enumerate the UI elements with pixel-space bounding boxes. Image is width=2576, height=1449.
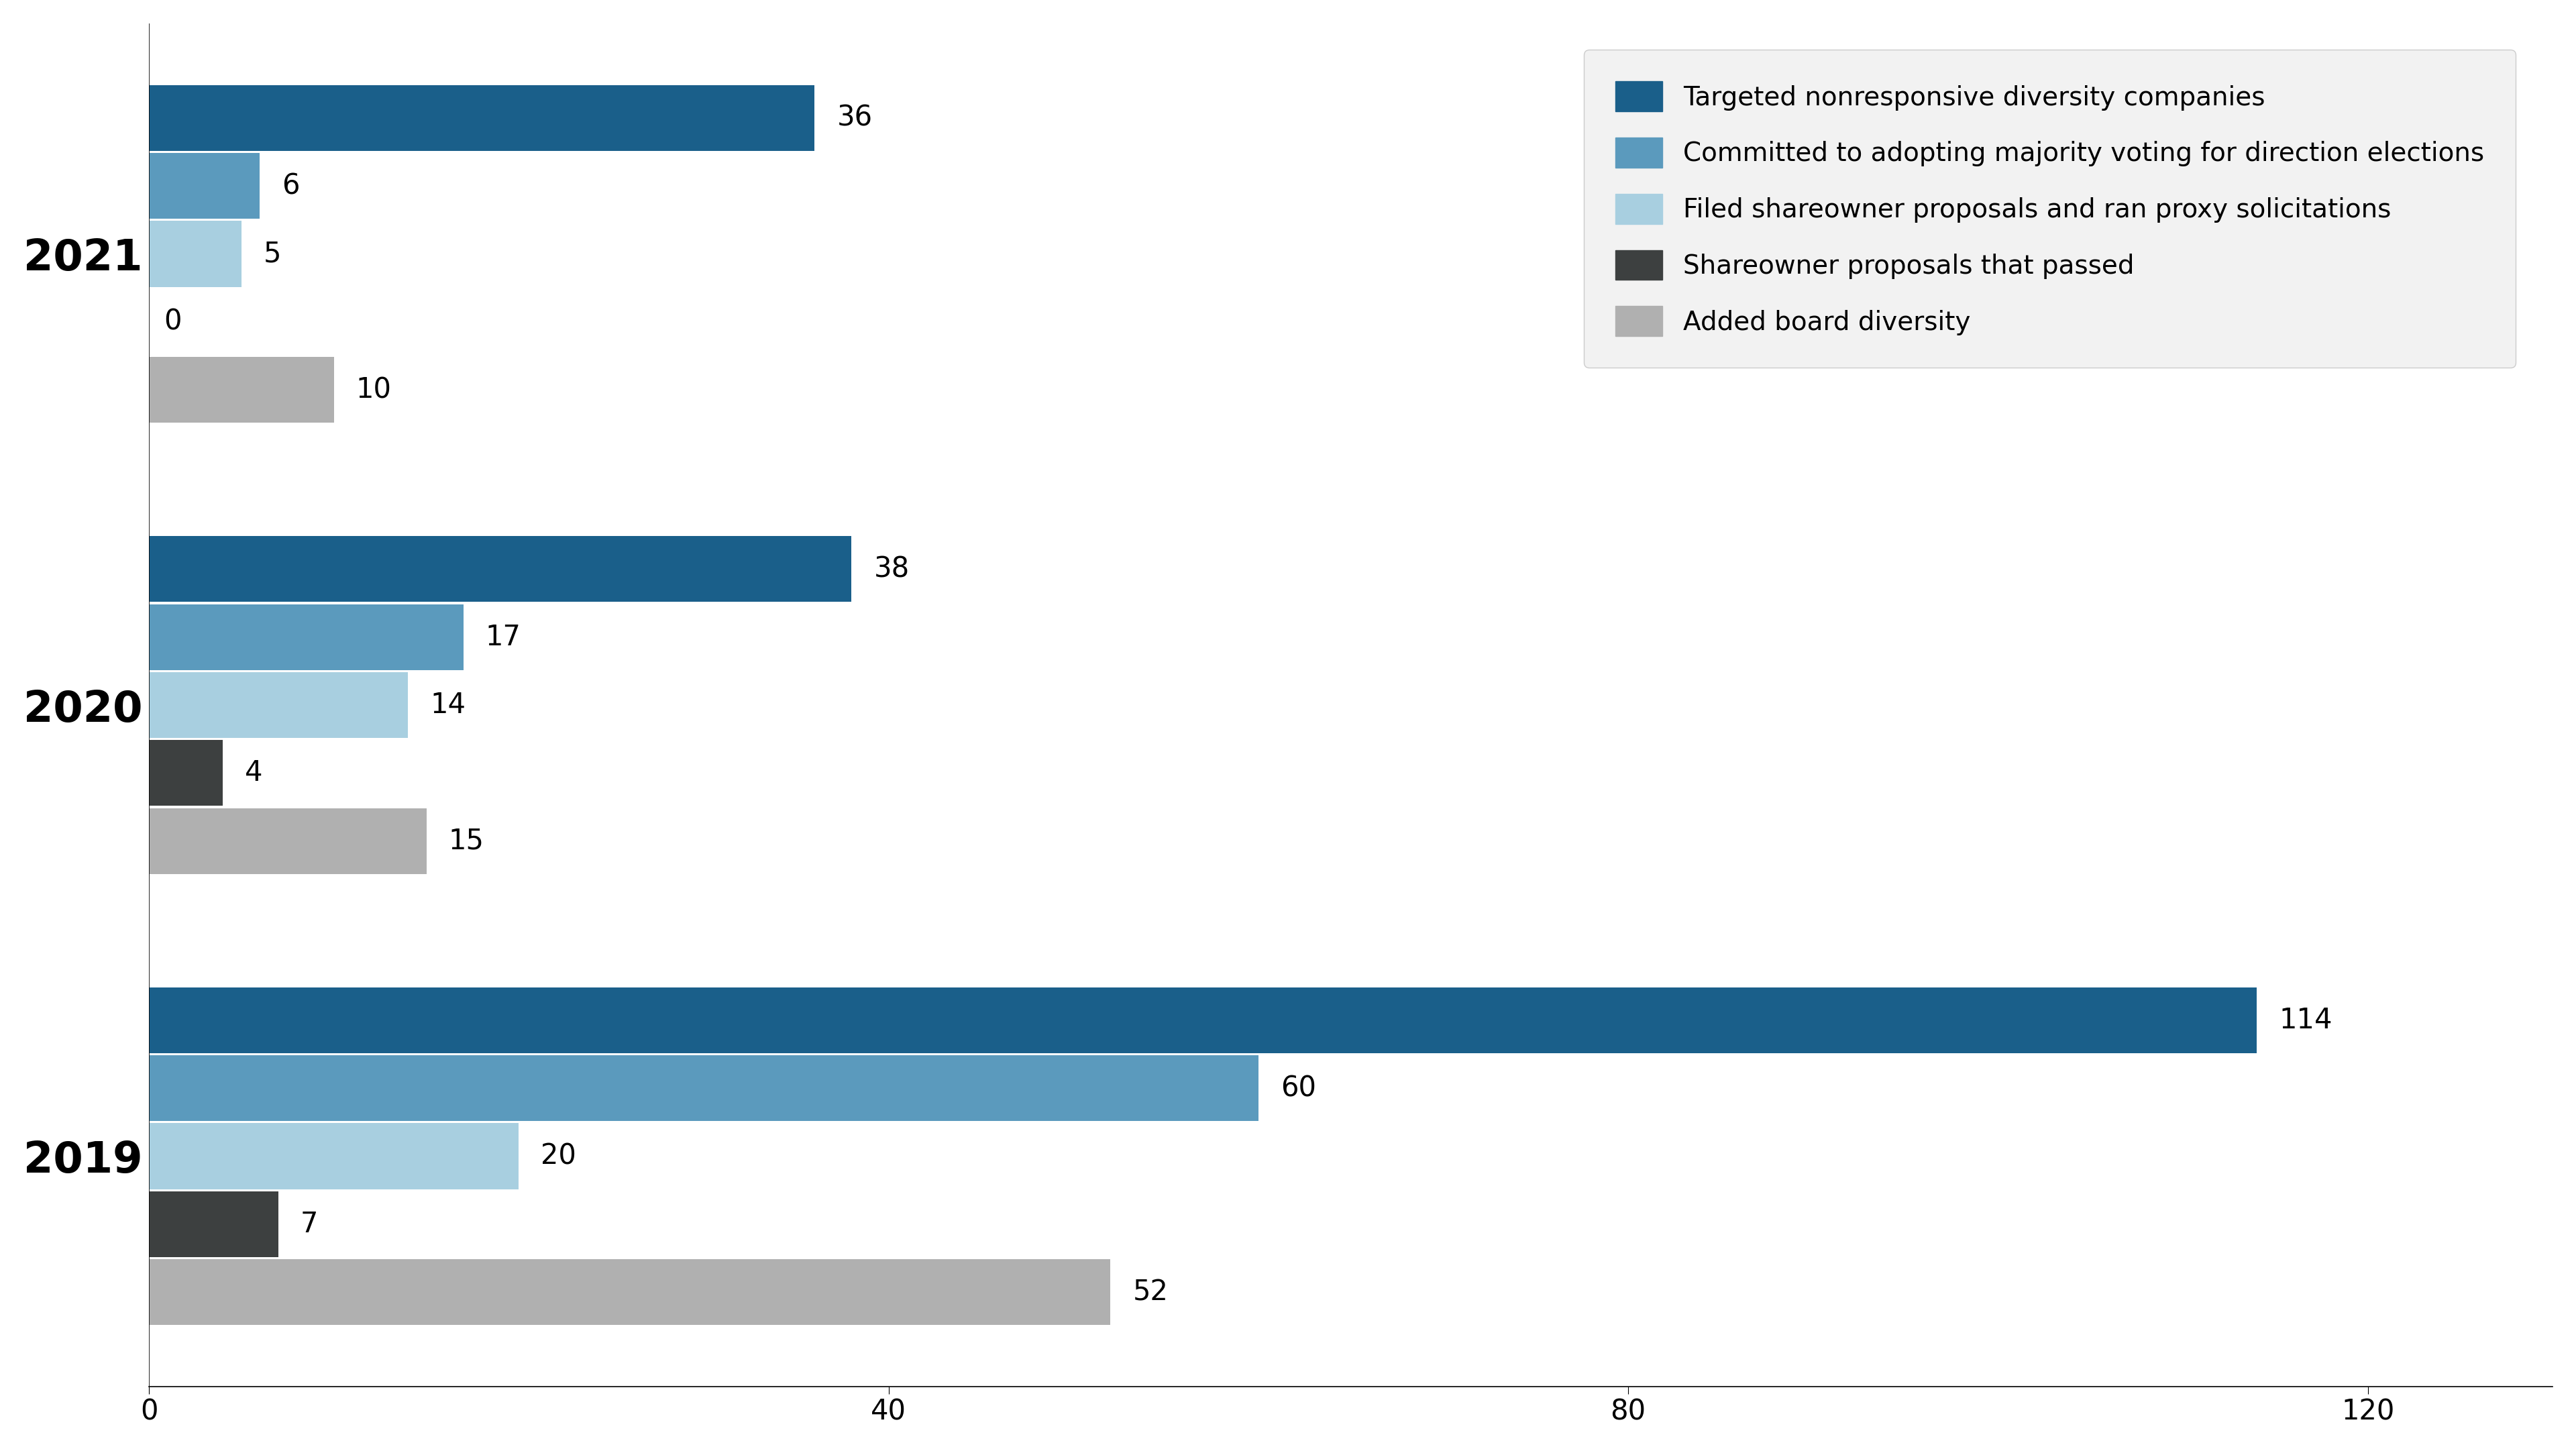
Text: 5: 5 (263, 241, 281, 268)
Text: 14: 14 (430, 691, 466, 719)
Text: 0: 0 (165, 307, 180, 336)
Bar (149, 1259, 1110, 1324)
Text: 4: 4 (245, 759, 263, 787)
Bar (149, 1191, 278, 1258)
Text: 20: 20 (541, 1142, 577, 1171)
Bar (149, 1055, 1260, 1122)
Bar (149, 85, 814, 151)
Text: 36: 36 (837, 104, 873, 132)
Bar (149, 536, 853, 603)
Text: 114: 114 (2280, 1006, 2331, 1035)
Bar (149, 672, 407, 738)
Bar (149, 740, 224, 806)
Bar (149, 809, 425, 874)
Text: 7: 7 (301, 1210, 319, 1239)
Text: 60: 60 (1280, 1074, 1316, 1103)
Bar (149, 222, 242, 287)
Bar (149, 987, 2257, 1053)
Bar (149, 1123, 518, 1190)
Legend: Targeted nonresponsive diversity companies, Committed to adopting majority votin: Targeted nonresponsive diversity compani… (1584, 49, 2517, 368)
Text: 52: 52 (1133, 1278, 1167, 1306)
Text: 15: 15 (448, 827, 484, 855)
Bar (149, 604, 464, 669)
Text: 6: 6 (283, 172, 299, 200)
Bar (149, 356, 335, 423)
Text: 10: 10 (355, 375, 392, 404)
Text: 17: 17 (484, 623, 520, 651)
Bar (149, 154, 260, 219)
Text: 38: 38 (873, 555, 909, 582)
